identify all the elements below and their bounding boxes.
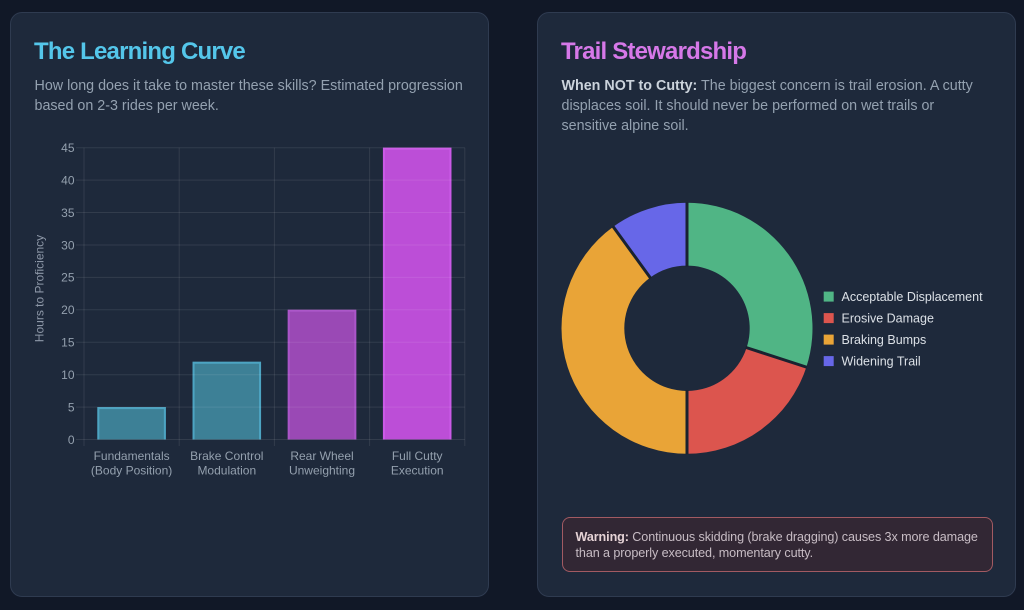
svg-text:20: 20 [61, 303, 75, 317]
svg-text:Brake Control: Brake Control [190, 449, 263, 463]
svg-text:45: 45 [61, 141, 75, 155]
svg-text:15: 15 [61, 336, 75, 350]
svg-text:Acceptable Displacement: Acceptable Displacement [842, 290, 984, 304]
svg-text:25: 25 [61, 271, 75, 285]
svg-text:Hours to Proficiency: Hours to Proficiency [33, 235, 47, 342]
svg-text:Modulation: Modulation [197, 464, 256, 478]
svg-text:Braking Bumps: Braking Bumps [842, 333, 927, 347]
svg-text:5: 5 [68, 400, 75, 414]
svg-text:Full Cutty: Full Cutty [392, 449, 443, 463]
svg-text:30: 30 [61, 238, 75, 252]
svg-text:Execution: Execution [391, 464, 444, 478]
svg-text:Erosive Damage: Erosive Damage [842, 311, 934, 325]
svg-text:Widening Trail: Widening Trail [842, 354, 921, 368]
svg-text:(Body Position): (Body Position) [91, 464, 172, 478]
svg-text:40: 40 [61, 173, 75, 187]
svg-text:Fundamentals: Fundamentals [94, 449, 170, 463]
svg-text:35: 35 [61, 206, 75, 220]
svg-text:10: 10 [61, 368, 75, 382]
svg-text:Unweighting: Unweighting [289, 464, 355, 478]
svg-text:Rear Wheel: Rear Wheel [290, 449, 353, 463]
svg-text:0: 0 [68, 433, 75, 447]
